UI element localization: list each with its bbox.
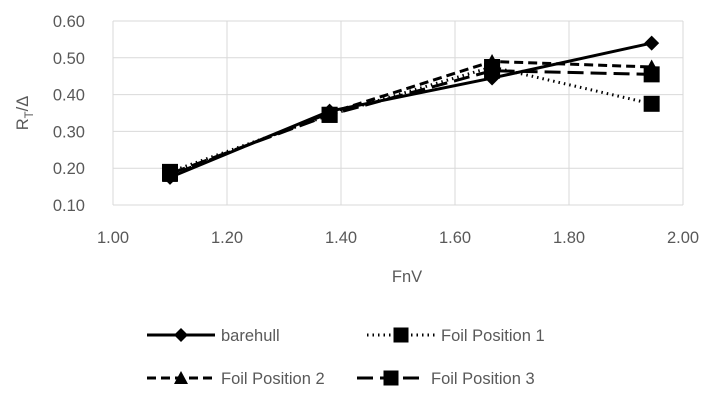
legend-marker [383, 370, 399, 386]
legend-label: barehull [221, 327, 280, 345]
series-layer [162, 35, 660, 185]
x-axis-title: FnV [392, 268, 422, 286]
y-axis-title: RT/Δ [14, 96, 36, 131]
x-tick-label: 1.20 [211, 229, 243, 247]
svg-text:RT/Δ: RT/Δ [14, 96, 36, 131]
tick-labels: 1.00 1.20 1.40 1.60 1.80 2.00 0.10 0.20 0.30 0.40… [53, 13, 699, 247]
data-point [162, 165, 178, 182]
series-4 [162, 62, 660, 182]
data-point [484, 62, 501, 79]
data-point [644, 35, 660, 51]
y-axis-title-sub: T [24, 111, 36, 118]
legend-marker [393, 327, 409, 343]
y-tick-label: 0.30 [53, 123, 85, 141]
legend-item: barehull [147, 327, 280, 345]
gridlines [112, 20, 684, 206]
x-tick-label: 1.60 [439, 229, 471, 247]
series-2 [162, 59, 660, 180]
legend-label: Foil Position 3 [431, 370, 535, 388]
series-line [169, 41, 652, 179]
legend-item: Foil Position 3 [357, 370, 535, 388]
legend-item: Foil Position 1 [367, 327, 545, 345]
y-tick-label: 0.40 [53, 87, 85, 105]
data-point [643, 95, 660, 112]
x-tick-label: 1.40 [325, 229, 357, 247]
legend: barehull Foil Position 1 Foil Position 2 Fo… [147, 327, 545, 388]
series-line [169, 69, 652, 176]
y-tick-label: 0.20 [53, 160, 85, 178]
series-line [169, 65, 652, 174]
legend-label: Foil Position 1 [441, 327, 545, 345]
legend-marker [174, 371, 188, 384]
y-axis-title-tail: /Δ [14, 96, 32, 112]
data-point [643, 66, 660, 83]
y-axis-title-main: R [14, 118, 32, 130]
x-tick-label: 1.00 [97, 229, 129, 247]
y-tick-label: 0.10 [53, 197, 85, 215]
x-tick-label: 1.80 [553, 229, 585, 247]
legend-marker [174, 328, 188, 342]
series-3 [162, 53, 660, 182]
legend-label: Foil Position 2 [221, 370, 325, 388]
x-tick-label: 2.00 [667, 229, 699, 247]
y-tick-label: 0.60 [53, 13, 85, 31]
data-point [321, 106, 338, 123]
series-line [169, 59, 652, 177]
legend-item: Foil Position 2 [147, 370, 325, 388]
y-tick-label: 0.50 [53, 50, 85, 68]
